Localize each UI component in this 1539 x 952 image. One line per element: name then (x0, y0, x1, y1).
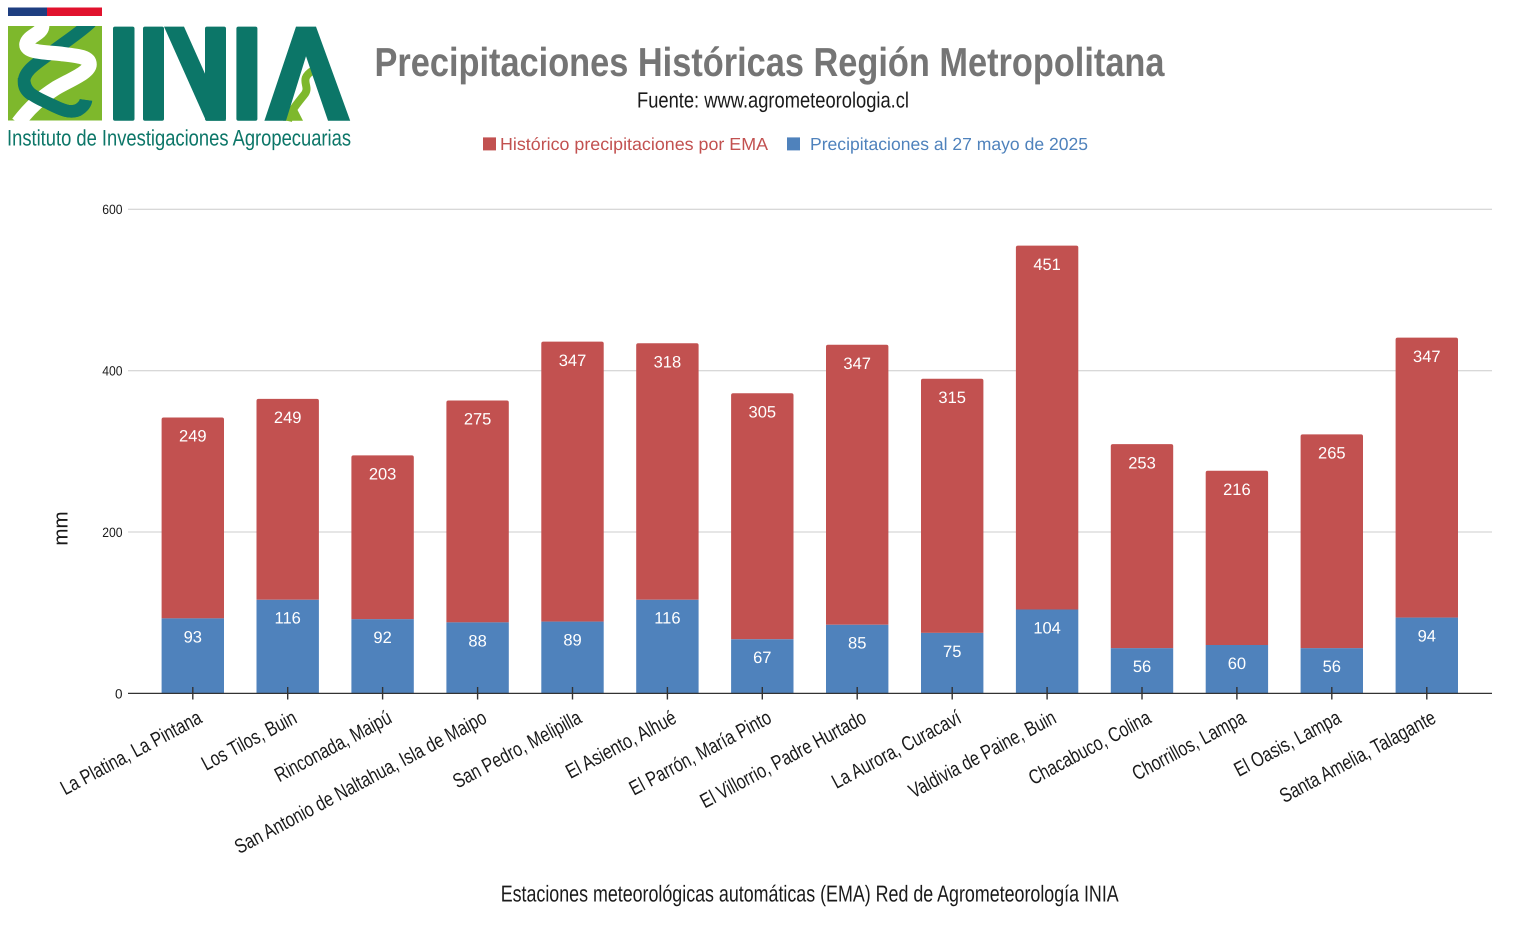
svg-text:305: 305 (749, 404, 777, 422)
svg-text:89: 89 (563, 632, 581, 650)
svg-text:400: 400 (102, 364, 122, 379)
svg-text:315: 315 (938, 389, 966, 407)
svg-text:Fuente: www.agrometeorologia.c: Fuente: www.agrometeorologia.cl (637, 88, 909, 113)
svg-text:92: 92 (373, 629, 391, 647)
svg-text:104: 104 (1033, 619, 1061, 637)
svg-text:56: 56 (1133, 658, 1151, 676)
svg-text:85: 85 (848, 635, 866, 653)
svg-text:116: 116 (654, 610, 680, 628)
svg-text:347: 347 (1413, 348, 1441, 366)
svg-text:253: 253 (1128, 454, 1156, 472)
svg-text:88: 88 (468, 632, 486, 650)
svg-text:Precipitaciones al 27 mayo de: Precipitaciones al 27 mayo de 2025 (810, 134, 1088, 154)
svg-text:93: 93 (184, 628, 202, 646)
svg-text:275: 275 (464, 411, 492, 429)
svg-text:200: 200 (102, 525, 122, 540)
svg-text:94: 94 (1418, 628, 1436, 646)
svg-text:347: 347 (559, 352, 587, 370)
svg-text:116: 116 (275, 610, 301, 628)
svg-text:249: 249 (274, 409, 302, 427)
svg-text:Estaciones meteorológicas auto: Estaciones meteorológicas automáticas (E… (501, 881, 1120, 907)
svg-text:216: 216 (1223, 481, 1251, 499)
svg-text:600: 600 (102, 202, 122, 217)
svg-text:75: 75 (943, 643, 961, 661)
svg-text:Precipitaciones Históricas Reg: Precipitaciones Históricas Región Metrop… (375, 39, 1165, 85)
svg-text:56: 56 (1323, 658, 1341, 676)
svg-text:0: 0 (115, 686, 123, 701)
svg-text:mm: mm (50, 511, 73, 545)
svg-text:347: 347 (843, 355, 871, 373)
svg-text:265: 265 (1318, 445, 1346, 463)
svg-text:318: 318 (654, 353, 682, 371)
svg-text:La Platina, La Pintana: La Platina, La Pintana (57, 706, 206, 800)
svg-text:Santa Amelia, Talagante: Santa Amelia, Talagante (1276, 706, 1440, 808)
svg-text:60: 60 (1228, 655, 1246, 673)
svg-text:249: 249 (179, 428, 207, 446)
svg-text:451: 451 (1033, 256, 1061, 274)
svg-text:Histórico precipitaciones por: Histórico precipitaciones por EMA (500, 134, 768, 154)
svg-text:Instituto de Investigaciones A: Instituto de Investigaciones Agropecuari… (7, 125, 351, 150)
svg-text:67: 67 (753, 649, 771, 667)
svg-text:203: 203 (369, 466, 397, 484)
svg-text:El Villorrio, Padre Hurtado: El Villorrio, Padre Hurtado (696, 706, 870, 813)
